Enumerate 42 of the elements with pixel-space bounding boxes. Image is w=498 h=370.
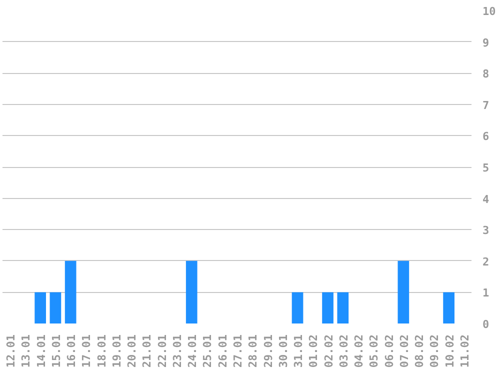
x-tick-label: 03.02 <box>337 334 350 368</box>
x-tick-label: 31.01 <box>292 334 306 368</box>
x-tick-label: 04.02 <box>352 334 366 368</box>
y-tick-label: 0 <box>482 318 490 331</box>
y-tick-label: 5 <box>482 162 490 174</box>
x-tick-label: 23.01 <box>170 334 184 368</box>
x-tick-label: 29.01 <box>262 334 275 368</box>
x-tick-label: 09.02 <box>428 334 442 368</box>
x-tick-label: 21.01 <box>140 334 154 368</box>
x-tick-label: 07.02 <box>398 334 411 368</box>
x-tick-label: 25.01 <box>201 334 214 368</box>
y-tick-label: 8 <box>482 68 490 81</box>
x-tick-label: 28.01 <box>246 334 260 368</box>
x-tick-label: 05.02 <box>368 334 381 368</box>
y-tick-label: 10 <box>482 5 496 18</box>
x-tick-label: 10.02 <box>443 334 456 368</box>
x-tick-label: 19.01 <box>110 334 124 368</box>
x-tick-label: 08.02 <box>413 334 426 368</box>
x-tick-label: 18.01 <box>95 334 108 368</box>
x-tick-label: 26.01 <box>216 334 230 368</box>
x-tick-label: 06.02 <box>382 334 396 368</box>
y-tick-label: 9 <box>482 36 490 50</box>
x-tick-label: 13.01 <box>20 334 33 368</box>
x-tick-label: 12.01 <box>4 334 18 368</box>
x-tick-label: 30.01 <box>276 334 290 368</box>
y-tick-label: 3 <box>482 224 490 238</box>
x-tick-label: 16.01 <box>65 334 78 368</box>
y-tick-label: 2 <box>482 255 490 268</box>
y-tick-label: 1 <box>482 286 490 300</box>
x-tick-label: 11.02 <box>458 334 472 368</box>
x-tick-label: 14.01 <box>34 334 48 368</box>
x-tick-label: 02.02 <box>322 334 336 368</box>
x-tick-label: 22.01 <box>156 334 169 368</box>
x-tick-label: 15.01 <box>50 334 63 368</box>
x-tick-label: 01.02 <box>307 334 320 368</box>
y-tick-label: 6 <box>482 130 490 144</box>
x-tick-label: 17.01 <box>80 334 94 368</box>
x-tick-label: 27.01 <box>232 334 244 368</box>
y-tick-label: 7 <box>482 98 490 112</box>
x-tick-label: 24.01 <box>186 334 200 368</box>
y-tick-label: 4 <box>482 192 490 206</box>
x-tick-label: 20.01 <box>126 334 139 368</box>
